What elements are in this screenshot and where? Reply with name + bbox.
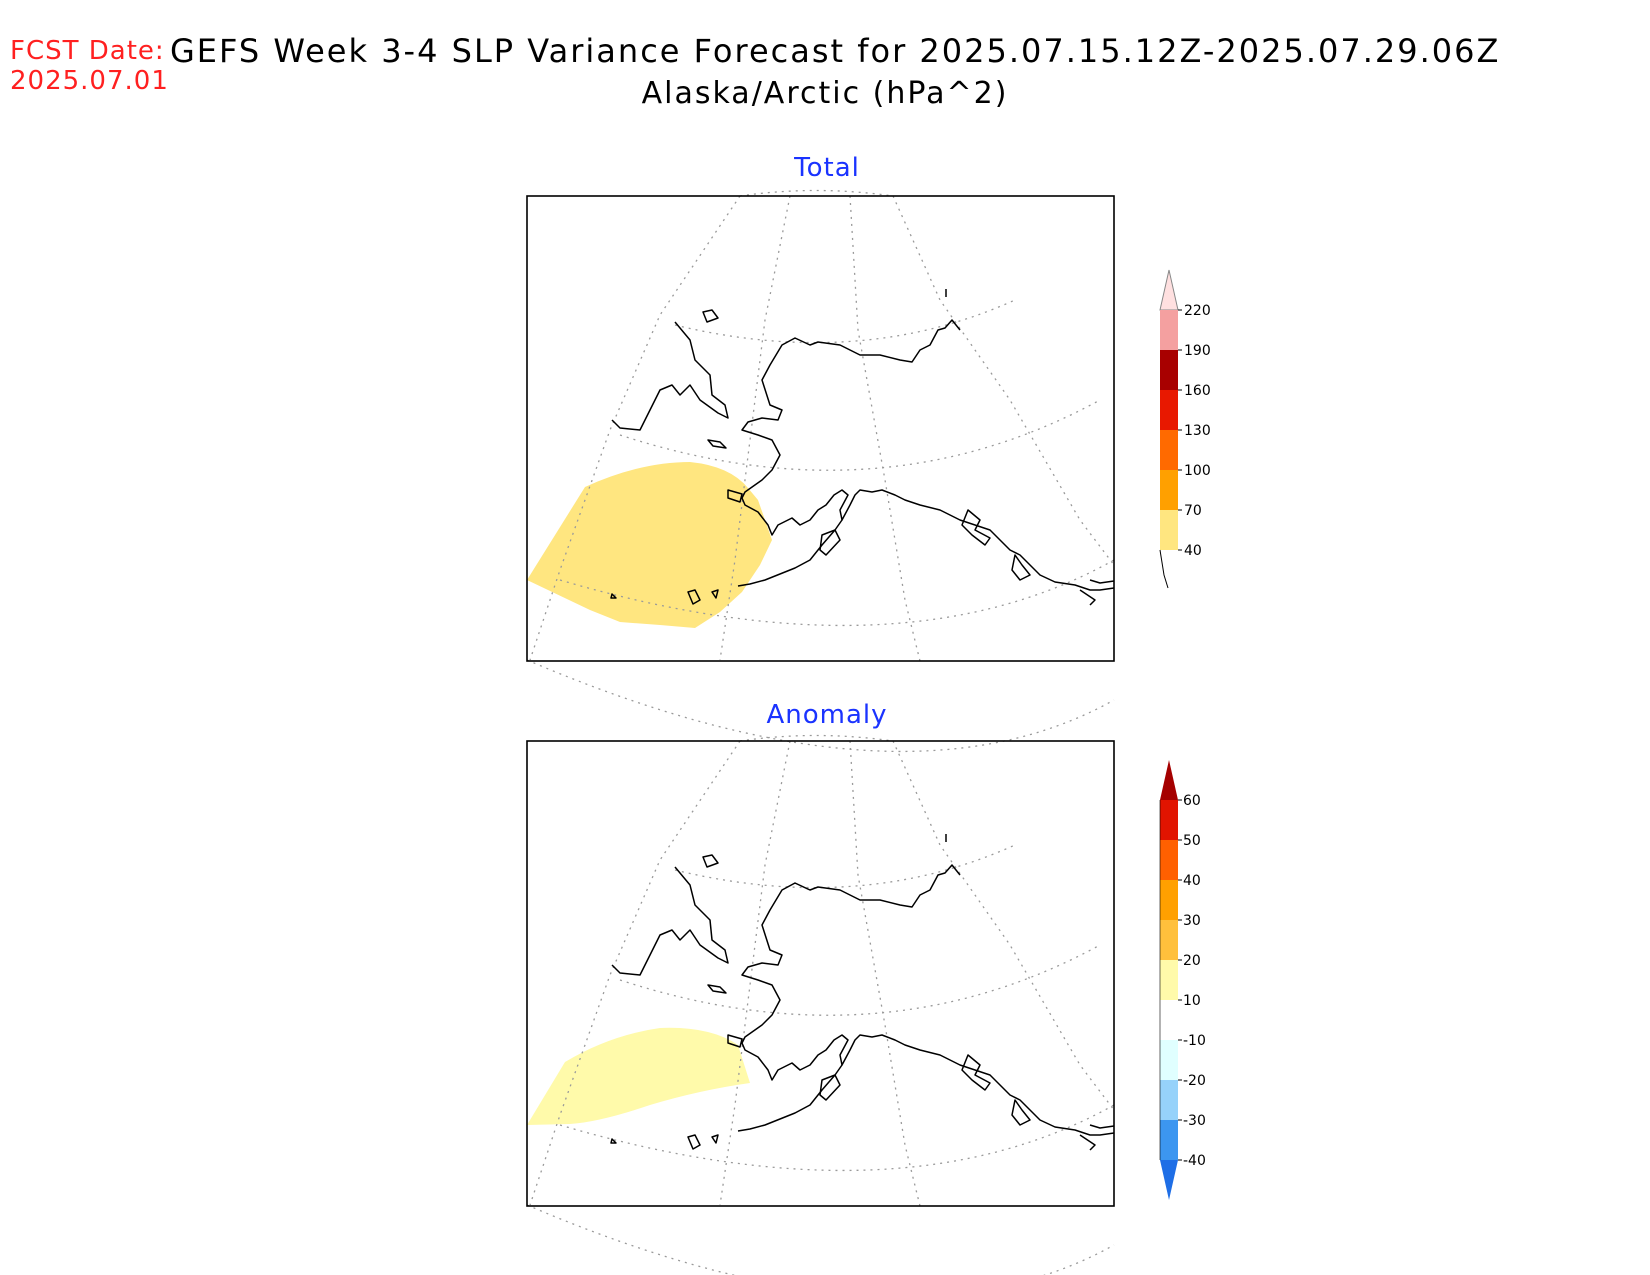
- anomaly-shading-10-20: [527, 1027, 750, 1125]
- page-subtitle: Alaska/Arctic (hPa^2): [641, 76, 1009, 111]
- total-colorbar-box: [1160, 510, 1178, 550]
- anomaly-colorbar-tick-label: -10: [1183, 1033, 1206, 1049]
- total-colorbar-box: [1160, 310, 1178, 350]
- anomaly-colorbar-tick-label: 30: [1183, 913, 1201, 929]
- total-colorbar-tick-label: 40: [1184, 543, 1202, 559]
- total-colorbar-tick-label: 190: [1184, 343, 1211, 359]
- forecast-date-value: 2025.07.01: [10, 66, 169, 96]
- anomaly-colorbar-box: [1160, 840, 1178, 880]
- total-variance-shading-40-70: [527, 462, 772, 628]
- anomaly-colorbar-tick-label: 60: [1183, 793, 1201, 809]
- total-colorbar-tick-label: 100: [1184, 463, 1211, 479]
- total-colorbar-tick-label: 130: [1184, 423, 1211, 439]
- anomaly-colorbar-tick-label: -30: [1183, 1113, 1206, 1129]
- total-colorbar-box: [1160, 430, 1178, 470]
- total-colorbar-tick-label: 70: [1184, 503, 1202, 519]
- anomaly-colorbar-box: [1160, 1040, 1178, 1080]
- total-colorbar-tick-label: 220: [1184, 303, 1211, 319]
- anomaly-colorbar-box: [1160, 1120, 1178, 1160]
- forecast-date-label: FCST Date:: [10, 36, 165, 66]
- page-title: GEFS Week 3-4 SLP Variance Forecast for …: [170, 32, 1501, 70]
- total-colorbar-box: [1160, 390, 1178, 430]
- anomaly-colorbar-tick-label: -20: [1183, 1073, 1206, 1089]
- anomaly-colorbar-tick-label: -40: [1183, 1153, 1206, 1169]
- total-colorbar-box: [1160, 350, 1178, 390]
- total-colorbar-box: [1160, 470, 1178, 510]
- anomaly-colorbar-tick-label: 40: [1183, 873, 1201, 889]
- anomaly-map: [526, 734, 1115, 1275]
- anomaly-colorbar-tick-label: 20: [1183, 953, 1201, 969]
- total-colorbar-bottom-tail: [1159, 549, 1169, 589]
- anomaly-colorbar-box: [1160, 880, 1178, 920]
- anomaly-colorbar-box: [1160, 1080, 1178, 1120]
- anomaly-colorbar-bottom-arrow: [1160, 1160, 1178, 1200]
- total-panel-title: Total: [794, 153, 860, 183]
- anomaly-colorbar-box: [1160, 920, 1178, 960]
- anomaly-colorbar-tick-label: 10: [1183, 993, 1201, 1009]
- anomaly-colorbar-box: [1160, 1000, 1178, 1040]
- anomaly-colorbar: -40 -30 -20 -10 10 20 30 40 50 60: [1159, 760, 1206, 1200]
- total-colorbar-top-arrow: [1159, 269, 1179, 311]
- total-colorbar: 40 70 100 130 160 190 220: [1159, 269, 1211, 589]
- anomaly-colorbar-box: [1160, 960, 1178, 1000]
- anomaly-colorbar-top-arrow: [1160, 760, 1178, 800]
- total-colorbar-tick-label: 160: [1184, 383, 1211, 399]
- total-map: [526, 189, 1115, 753]
- anomaly-colorbar-box: [1160, 800, 1178, 840]
- anomaly-colorbar-tick-label: 50: [1183, 833, 1201, 849]
- anomaly-panel-title: Anomaly: [766, 700, 888, 730]
